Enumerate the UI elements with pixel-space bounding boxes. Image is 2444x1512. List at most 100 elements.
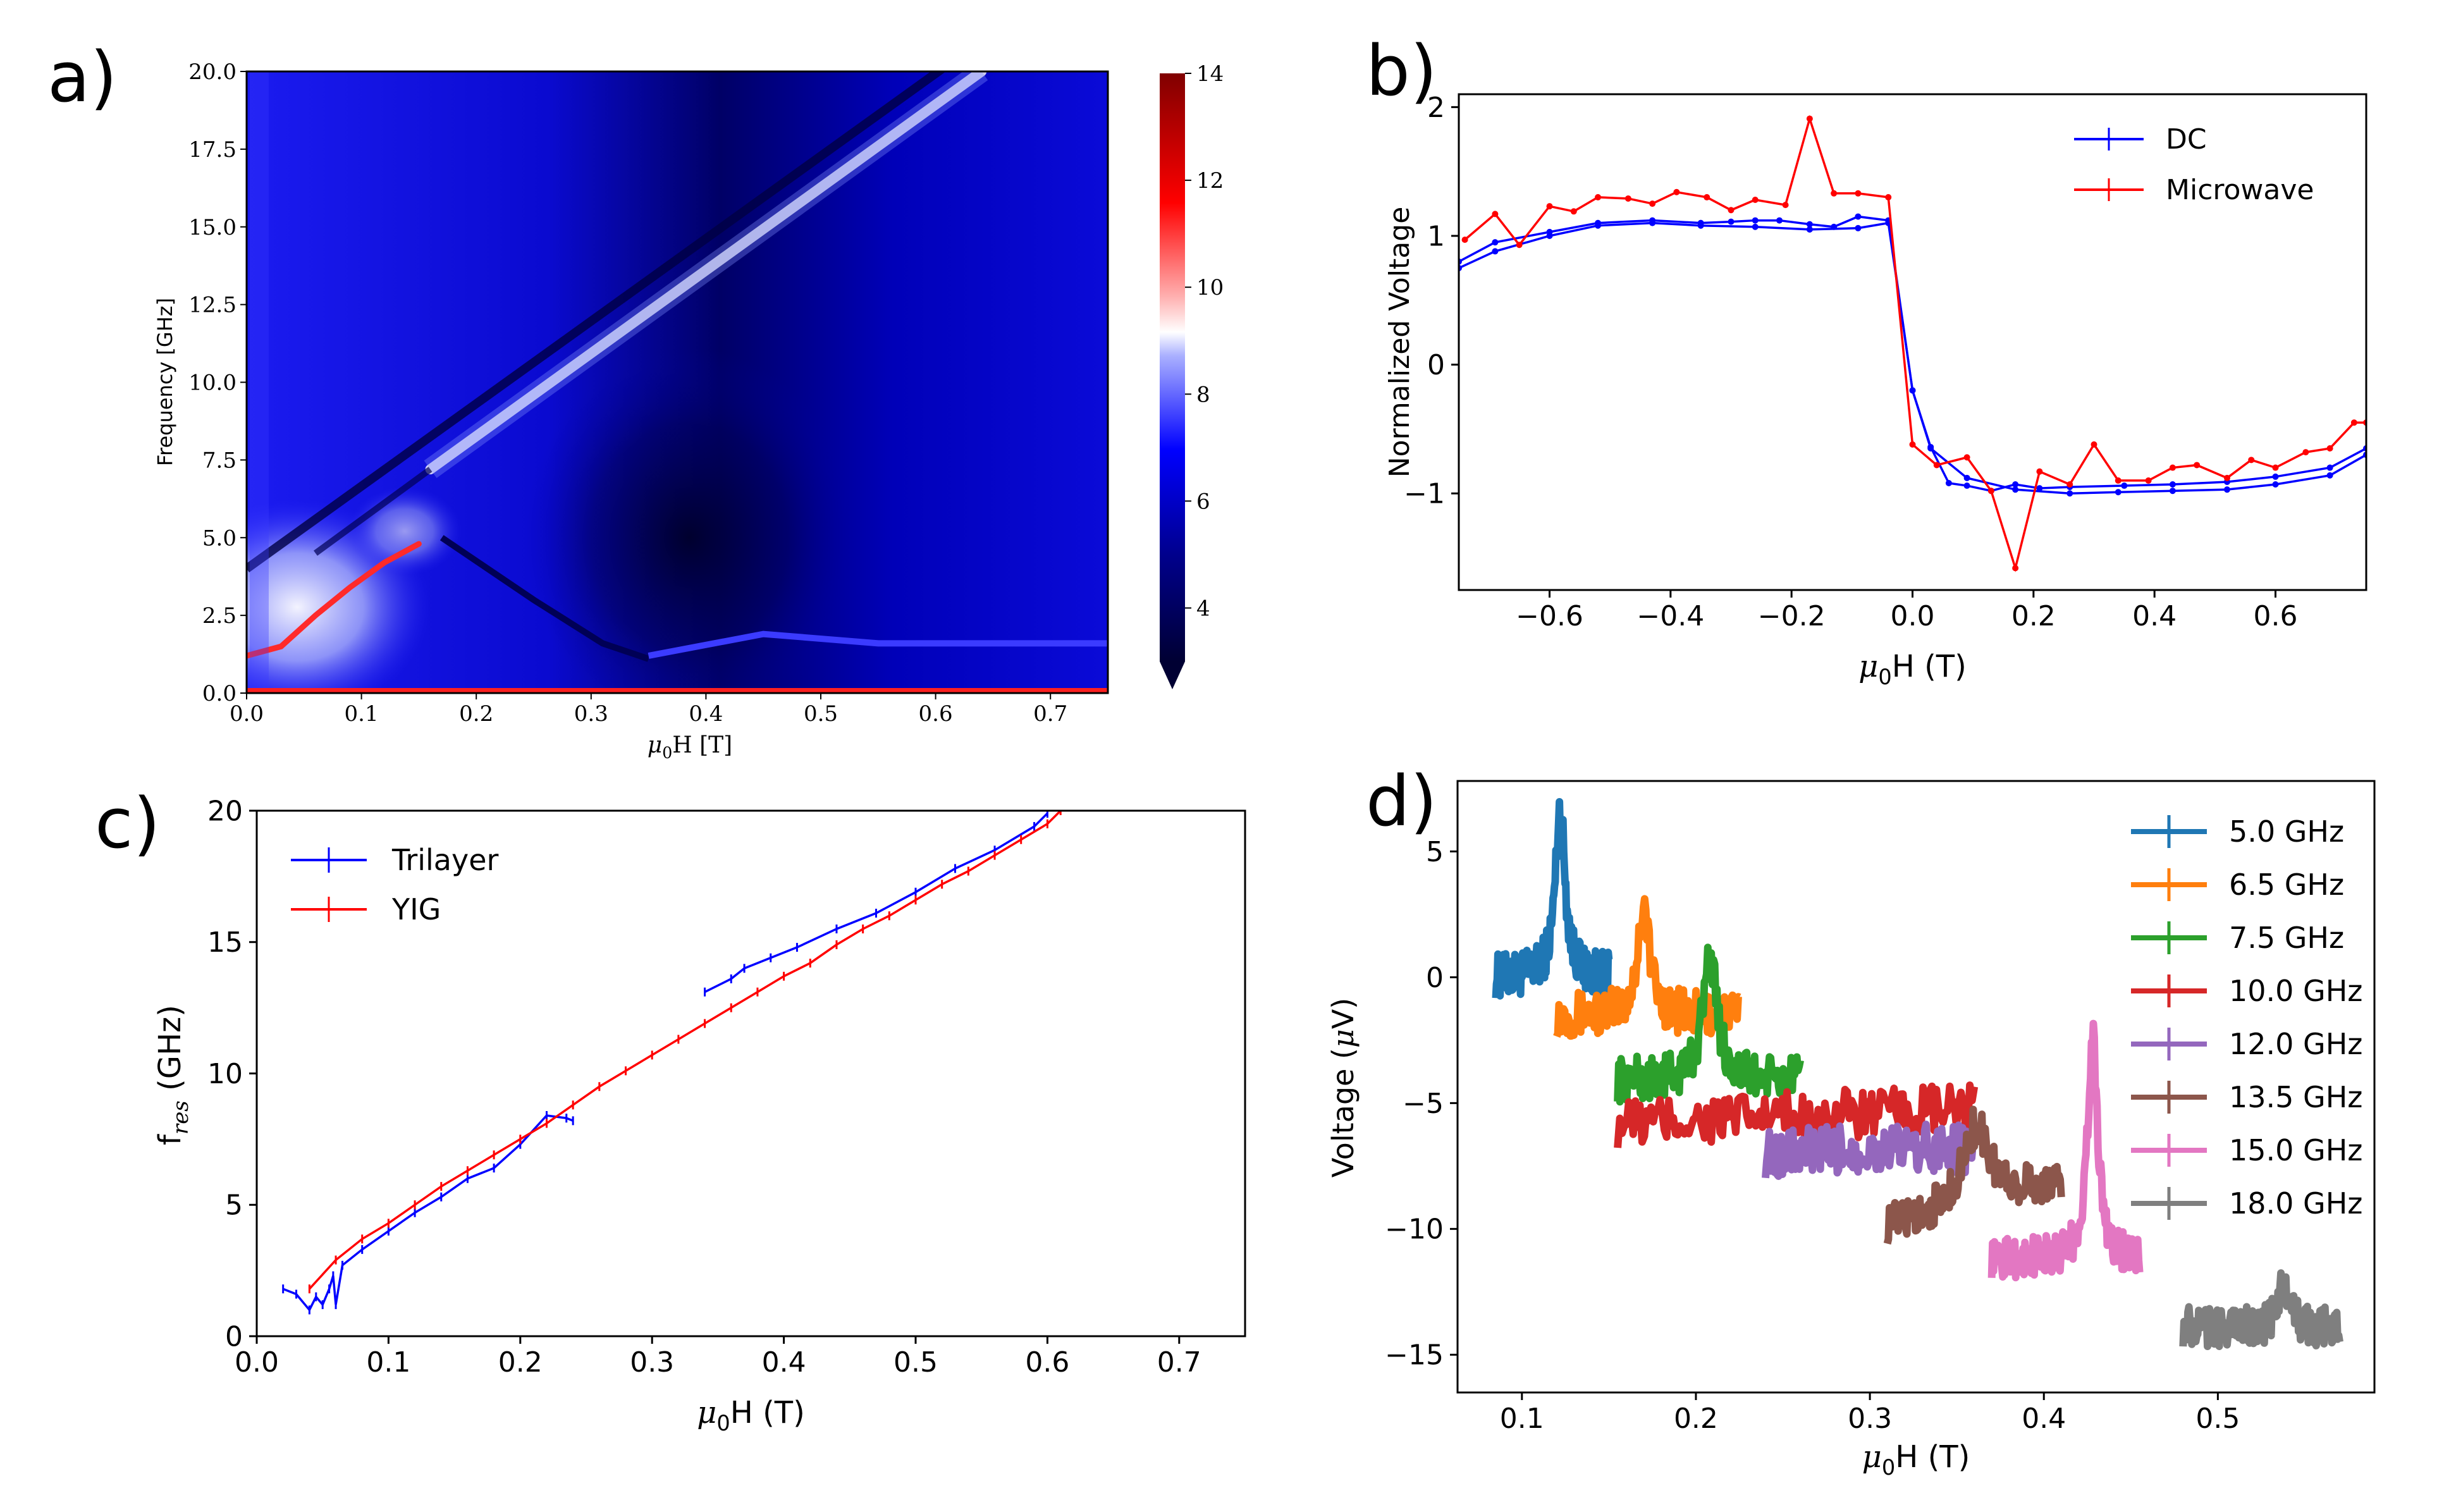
data-point bbox=[1649, 200, 1656, 207]
x-tick-label: 0.7 bbox=[1157, 1346, 1201, 1379]
data-point bbox=[2091, 441, 2097, 448]
heatmap-low-field-glow-2 bbox=[348, 487, 462, 575]
series-trace-75ghz bbox=[1614, 943, 1804, 1106]
legend-label: Trilayer bbox=[391, 843, 499, 877]
lower-mode-glow bbox=[425, 71, 987, 475]
data-point bbox=[2248, 457, 2255, 464]
series-line-dc-up-sweep bbox=[1459, 221, 2366, 495]
legend-label: DC bbox=[2166, 123, 2207, 156]
x-tick-label: 0.4 bbox=[762, 1346, 806, 1379]
panel-label-c: c) bbox=[95, 783, 160, 864]
data-point bbox=[1595, 194, 1602, 200]
y-axis-label: fres (GHz) bbox=[152, 1005, 193, 1145]
x-tick-label: 0.2 bbox=[2011, 600, 2056, 632]
legend-label: 5.0 GHz bbox=[2229, 814, 2344, 849]
data-point bbox=[2272, 481, 2279, 488]
data-point bbox=[1909, 387, 1916, 394]
data-point bbox=[1752, 196, 1759, 203]
colorbar-tick-label: 14 bbox=[1196, 61, 1224, 87]
x-tick-label: 0.3 bbox=[1848, 1403, 1892, 1435]
panel-label-d: d) bbox=[1366, 761, 1437, 842]
lower-mode-halo bbox=[424, 71, 988, 478]
y-axis-label: Normalized Voltage bbox=[1384, 207, 1416, 478]
data-point bbox=[1963, 454, 1970, 461]
data-point bbox=[1776, 217, 1783, 224]
x-tick-label: 0.6 bbox=[919, 701, 953, 727]
panel-b-frame bbox=[1458, 93, 2367, 591]
data-point bbox=[1673, 188, 1680, 195]
x-tick-label: 0.4 bbox=[2022, 1403, 2066, 1435]
data-point bbox=[2121, 482, 2128, 489]
data-point bbox=[2326, 445, 2333, 452]
x-tick-label: 0.0 bbox=[235, 1346, 279, 1379]
red-branch-line bbox=[247, 541, 422, 659]
colorbar-extend-min bbox=[1160, 661, 1185, 689]
y-tick-label: 1 bbox=[1427, 220, 1445, 252]
y-tick-label: 17.5 bbox=[188, 137, 236, 163]
x-tick-label: 0.4 bbox=[689, 701, 723, 727]
x-tick-label: −0.2 bbox=[1758, 600, 1826, 632]
x-tick-label: 0.7 bbox=[1033, 701, 1067, 727]
data-point bbox=[1649, 217, 1656, 224]
data-point bbox=[2194, 462, 2201, 469]
data-point bbox=[1461, 237, 1468, 243]
x-tick-label: 0.6 bbox=[1025, 1346, 1069, 1379]
legend-label: 12.0 GHz bbox=[2229, 1027, 2362, 1061]
data-point bbox=[1831, 223, 1838, 230]
y-tick-label: 15.0 bbox=[188, 215, 236, 240]
series-trace-50ghz bbox=[1492, 797, 1613, 1000]
data-point bbox=[1516, 242, 1523, 249]
colorbar-tick-label: 10 bbox=[1196, 275, 1224, 300]
data-point bbox=[1987, 488, 1994, 495]
legend-label: 18.0 GHz bbox=[2229, 1186, 2362, 1220]
x-axis-label: μ0H (T) bbox=[1862, 1439, 1970, 1480]
data-point bbox=[1570, 208, 1577, 215]
y-tick-label: 5 bbox=[225, 1189, 243, 1222]
legend-label: 10.0 GHz bbox=[2229, 974, 2362, 1008]
data-point bbox=[2066, 481, 2073, 488]
x-tick-label: 0.3 bbox=[574, 701, 608, 727]
data-point bbox=[1704, 194, 1710, 200]
y-tick-label: 0.0 bbox=[202, 681, 236, 706]
x-tick-label: 0.5 bbox=[804, 701, 838, 727]
data-point bbox=[1831, 190, 1838, 197]
data-point bbox=[1909, 441, 1916, 448]
y-tick-label: 2.5 bbox=[202, 603, 236, 629]
colorbar-tick-label: 12 bbox=[1196, 168, 1224, 194]
data-point bbox=[1927, 443, 1934, 450]
data-point bbox=[1546, 203, 1553, 210]
data-point bbox=[2272, 464, 2279, 471]
y-tick-label: 5.0 bbox=[202, 526, 236, 551]
x-tick-label: 0.1 bbox=[345, 701, 379, 727]
panel-label-a: a) bbox=[47, 37, 117, 118]
data-point bbox=[2012, 565, 2019, 572]
y-tick-label: 10 bbox=[207, 1058, 243, 1090]
x-tick-label: 0.2 bbox=[498, 1346, 543, 1379]
data-point bbox=[2326, 464, 2333, 471]
x-tick-label: 0.5 bbox=[2195, 1403, 2240, 1435]
series-trace-120ghz bbox=[1762, 1121, 1979, 1180]
data-point bbox=[2145, 477, 2152, 484]
colorbar-tick-label: 8 bbox=[1196, 382, 1210, 407]
legend-label: 6.5 GHz bbox=[2229, 868, 2344, 902]
data-point bbox=[1697, 219, 1704, 226]
series-line-dc-down-sweep bbox=[1459, 215, 2366, 492]
legend-label: 15.0 GHz bbox=[2229, 1133, 2362, 1167]
data-point bbox=[1492, 239, 1499, 246]
data-point bbox=[1492, 211, 1499, 218]
data-point bbox=[1963, 474, 1970, 481]
data-point bbox=[1945, 479, 1952, 486]
panel-c-frame bbox=[255, 809, 1246, 1337]
y-tick-label: 2 bbox=[1427, 92, 1445, 124]
y-tick-label: 0 bbox=[225, 1320, 243, 1353]
data-point bbox=[1595, 219, 1602, 226]
heatmap-red-baseline bbox=[247, 688, 1108, 693]
colorbar: 4 6 8 10 12 14 bbox=[1160, 61, 1224, 689]
data-point bbox=[2012, 486, 2019, 493]
x-tick-label: 0.2 bbox=[1674, 1403, 1718, 1435]
series-line-yig bbox=[309, 811, 1062, 1290]
y-tick-label: −15 bbox=[1385, 1339, 1444, 1372]
data-point bbox=[1782, 202, 1789, 209]
series-trace-135ghz bbox=[1883, 1105, 2065, 1245]
